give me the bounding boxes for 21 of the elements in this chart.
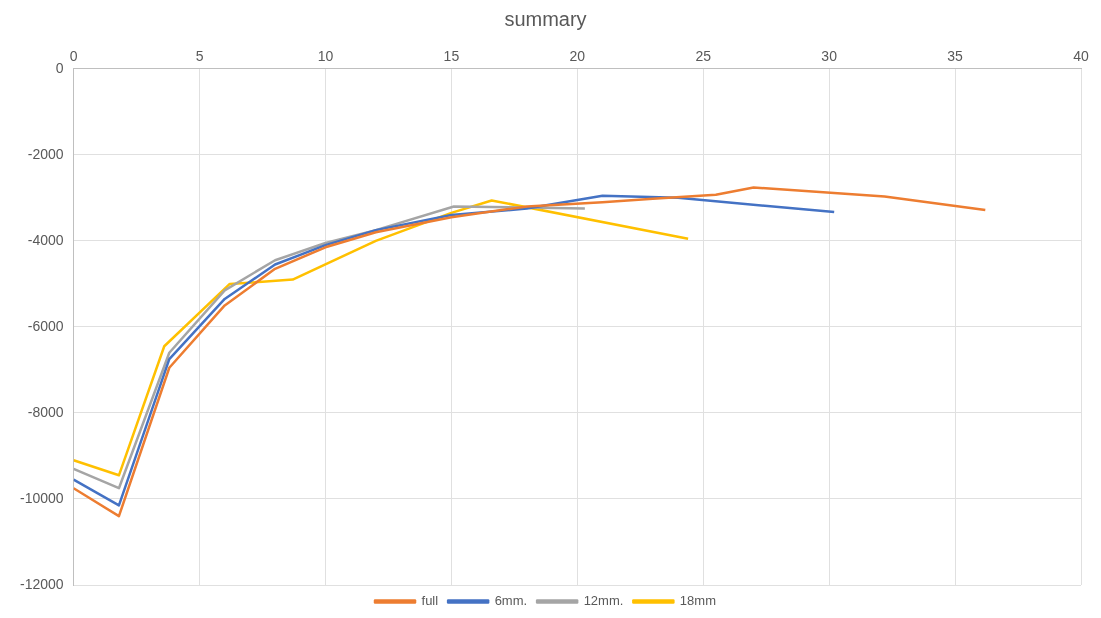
chart-title: summary (504, 7, 587, 30)
legend-label: 18mm (679, 593, 716, 609)
x-tick-label: 25 (695, 48, 712, 65)
x-tick-label: 30 (821, 48, 838, 65)
x-tick-label: 5 (195, 48, 204, 65)
y-tick-label: -10000 (20, 489, 64, 506)
y-tick-label: 0 (55, 59, 64, 76)
legend-label: 12mm. (583, 593, 624, 609)
x-tick-label: 15 (443, 48, 460, 65)
y-tick-label: -2000 (27, 145, 64, 162)
y-tick-label: -12000 (20, 575, 64, 592)
y-tick-label: -8000 (27, 403, 64, 420)
x-tick-label: 20 (569, 48, 586, 65)
x-tick-label: 10 (317, 48, 334, 65)
legend-label: 6mm. (494, 593, 528, 609)
y-tick-label: -6000 (27, 317, 64, 334)
x-tick-label: 0 (69, 48, 78, 65)
y-tick-label: -4000 (27, 231, 64, 248)
x-tick-label: 40 (1073, 48, 1089, 65)
legend-label: full (421, 593, 439, 609)
x-tick-label: 35 (947, 48, 964, 65)
